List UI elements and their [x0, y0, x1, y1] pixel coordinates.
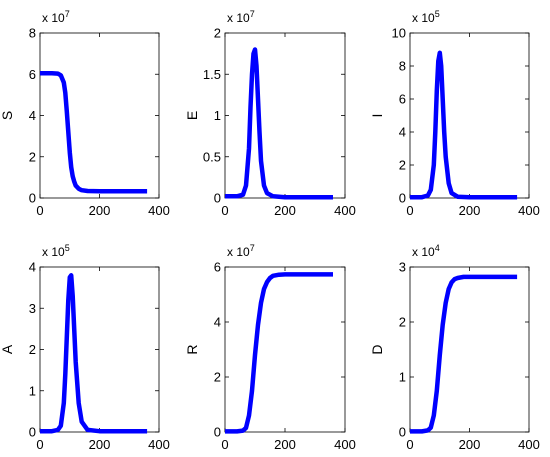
x-tick-label: 0	[406, 437, 413, 452]
axis-multiplier: x 105	[412, 9, 440, 25]
y-axis-label: R	[184, 344, 200, 354]
y-tick-label: 1	[214, 108, 221, 123]
axes-box	[409, 266, 530, 433]
x-tick-label: 200	[274, 203, 296, 218]
y-tick-label: 2	[29, 149, 36, 164]
y-tick-label: 4	[29, 260, 36, 275]
y-tick-label: 6	[399, 92, 406, 107]
x-tick-label: 400	[334, 437, 356, 452]
y-tick-label: 0.5	[203, 149, 221, 164]
axis-multiplier: x 107	[42, 9, 70, 25]
y-tick-label: 1	[399, 370, 406, 385]
x-tick-label: 400	[148, 203, 170, 218]
y-tick-label: 0	[29, 191, 36, 206]
series-line-s	[40, 70, 148, 194]
series-line-a	[40, 273, 148, 434]
axes-box	[39, 266, 160, 433]
x-tick-label: 200	[89, 203, 111, 218]
panel-e: 0 200 400 0 0.5 1 1.5 2 Ex 107	[184, 9, 356, 218]
y-tick-label: 2	[399, 158, 406, 173]
y-tick-label: 1	[29, 383, 36, 398]
y-tick-label: 8	[399, 59, 406, 74]
x-tick-label: 0	[36, 203, 43, 218]
x-tick-label: 200	[459, 203, 481, 218]
y-axis-label: D	[369, 344, 385, 354]
x-tick-label: 400	[334, 203, 356, 218]
series-line-r	[225, 272, 333, 434]
axes-box	[224, 266, 346, 433]
axis-multiplier: x 104	[412, 243, 440, 259]
y-tick-label: 4	[29, 108, 36, 123]
y-tick-label: 0	[214, 191, 221, 206]
x-tick-label: 0	[36, 437, 43, 452]
x-tick-label: 400	[148, 437, 170, 452]
y-tick-label: 2	[214, 26, 221, 41]
x-tick-label: 0	[406, 203, 413, 218]
x-tick-label: 200	[274, 437, 296, 452]
y-axis-label: A	[0, 344, 15, 354]
axes-box	[224, 32, 346, 199]
x-tick-label: 200	[459, 437, 481, 452]
y-tick-label: 2	[29, 342, 36, 357]
series-line-d	[410, 274, 518, 434]
axis-multiplier: x 107	[227, 243, 255, 259]
y-tick-label: 4	[214, 315, 221, 330]
y-tick-label: 2	[399, 315, 406, 330]
y-tick-label: 0	[214, 425, 221, 440]
axes-box	[39, 32, 160, 199]
x-tick-label: 400	[518, 203, 540, 218]
y-axis-label: I	[369, 114, 385, 118]
axis-multiplier: x 107	[227, 9, 255, 25]
axes-box	[409, 32, 530, 199]
x-tick-label: 200	[89, 437, 111, 452]
y-axis-label: E	[184, 111, 200, 120]
panel-s: 0 200 400 0 2 4 6 8 Sx 107	[0, 9, 170, 218]
panel-r: 0 200 400 0 2 4 6 Rx 107	[184, 243, 356, 452]
y-tick-label: 10	[392, 26, 406, 41]
x-tick-label: 0	[221, 203, 228, 218]
panel-a: 0 200 400 0 1 2 3 4 Ax 105	[0, 243, 170, 452]
y-tick-label: 4	[399, 125, 406, 140]
y-tick-label: 0	[29, 425, 36, 440]
y-tick-label: 3	[399, 260, 406, 275]
y-tick-label: 6	[214, 260, 221, 275]
series-line-e	[225, 47, 333, 200]
y-axis-label: S	[0, 111, 15, 120]
y-tick-label: 3	[29, 301, 36, 316]
x-tick-label: 0	[221, 437, 228, 452]
y-tick-label: 8	[29, 26, 36, 41]
panel-d: 0 200 400 0 1 2 3 Dx 104	[369, 243, 540, 452]
y-tick-label: 0	[399, 425, 406, 440]
y-tick-label: 1.5	[203, 67, 221, 82]
x-tick-label: 400	[518, 437, 540, 452]
y-tick-label: 6	[29, 67, 36, 82]
series-line-i	[410, 50, 518, 200]
y-tick-label: 0	[399, 191, 406, 206]
axis-multiplier: x 105	[42, 243, 70, 259]
y-tick-label: 2	[214, 370, 221, 385]
panel-i: 0 200 400 0 2 4 6 8 10 Ix 105	[369, 9, 540, 218]
